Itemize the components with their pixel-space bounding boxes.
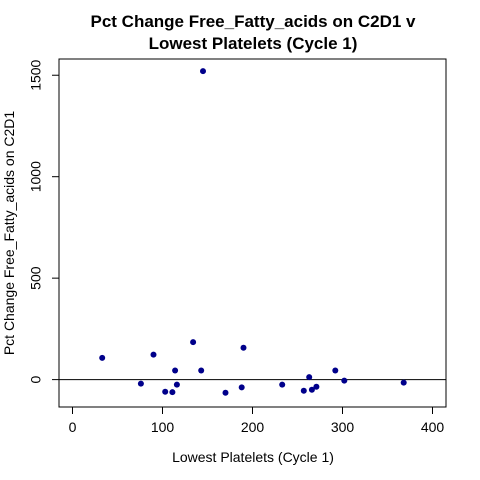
data-point xyxy=(300,387,307,394)
data-point xyxy=(306,374,313,381)
data-point xyxy=(341,377,348,384)
chart-title-line1: Pct Change Free_Fatty_acids on C2D1 v xyxy=(90,12,416,31)
y-tick-label: 500 xyxy=(28,266,44,290)
data-point xyxy=(190,339,197,346)
data-point xyxy=(198,367,205,374)
data-point xyxy=(173,381,180,388)
plot-frame xyxy=(58,58,447,408)
y-tick-label: 1000 xyxy=(28,161,44,192)
data-point xyxy=(162,388,169,395)
data-point xyxy=(222,389,229,396)
y-tick-label: 1500 xyxy=(28,59,44,90)
data-point xyxy=(238,384,245,391)
data-point xyxy=(99,354,106,361)
x-axis-label: Lowest Platelets (Cycle 1) xyxy=(172,449,334,465)
data-point xyxy=(400,379,407,386)
data-point xyxy=(169,389,176,396)
data-point xyxy=(332,367,339,374)
x-tick-label: 400 xyxy=(421,419,445,435)
x-axis: 0 100 200 300 400 xyxy=(69,406,445,435)
data-point xyxy=(313,383,320,390)
x-tick-label: 200 xyxy=(241,419,265,435)
data-point xyxy=(240,344,247,351)
data-points xyxy=(99,68,407,396)
x-tick-label: 100 xyxy=(151,419,175,435)
data-point xyxy=(308,386,315,393)
x-tick-label: 0 xyxy=(69,419,77,435)
x-tick-label: 300 xyxy=(331,419,355,435)
data-point xyxy=(137,380,144,387)
chart-title-line2: Lowest Platelets (Cycle 1) xyxy=(149,34,358,53)
y-tick-label: 0 xyxy=(28,376,44,384)
data-point xyxy=(279,381,286,388)
data-point xyxy=(172,367,179,374)
data-point xyxy=(200,68,206,75)
data-point xyxy=(150,351,157,358)
y-axis: 0 500 1000 1500 xyxy=(28,59,60,384)
y-axis-label: Pct Change Free_Fatty_acids on C2D1 xyxy=(1,111,17,356)
